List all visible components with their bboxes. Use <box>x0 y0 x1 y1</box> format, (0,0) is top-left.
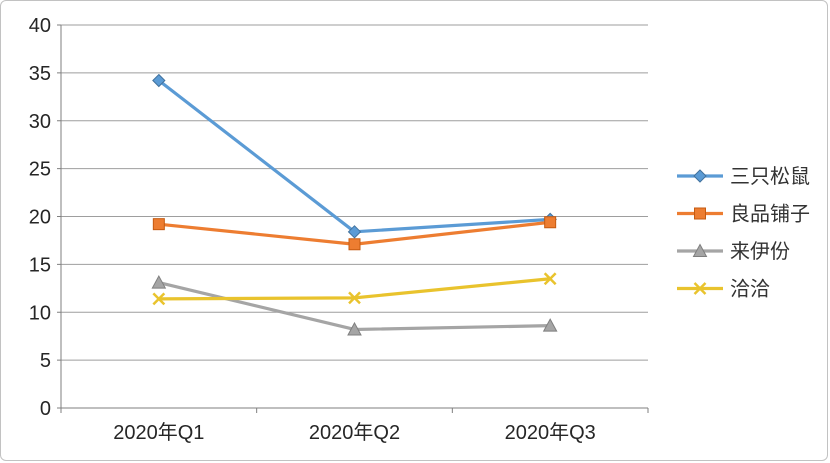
x-marker <box>543 272 557 286</box>
y-tick-label: 15 <box>29 254 51 276</box>
triangle-marker <box>347 321 362 336</box>
legend-label-2: 来伊份 <box>730 240 790 263</box>
diamond-marker <box>693 169 707 183</box>
square-marker <box>544 216 557 229</box>
legend-label-3: 洽洽 <box>730 278 770 301</box>
legend-label-1: 良品铺子 <box>730 203 810 226</box>
square-marker <box>694 207 706 220</box>
series-line-0 <box>157 78 552 234</box>
x-tick-label: 2020年Q2 <box>309 421 400 444</box>
y-tick-label: 35 <box>29 63 51 85</box>
x-marker <box>693 282 707 295</box>
diamond-marker <box>347 225 362 239</box>
y-tick-label: 5 <box>40 350 51 372</box>
square-marker <box>348 238 361 251</box>
x-marker <box>348 291 361 305</box>
x-tick-label: 2020年Q1 <box>113 421 204 444</box>
y-tick-label: 0 <box>40 398 51 420</box>
square-marker <box>152 218 165 231</box>
y-tick-label: 40 <box>29 15 51 37</box>
triangle-marker <box>542 318 558 332</box>
triangle-marker <box>151 275 167 289</box>
y-tick-label: 30 <box>29 111 51 133</box>
diamond-marker <box>152 73 166 88</box>
triangle-marker <box>692 243 708 257</box>
x-marker <box>152 292 166 306</box>
legend-label-0: 三只松鼠 <box>730 165 810 188</box>
y-tick-label: 10 <box>29 302 51 324</box>
x-tick-label: 2020年Q3 <box>505 421 596 444</box>
y-tick-label: 25 <box>29 159 51 181</box>
y-tick-label: 20 <box>29 207 51 229</box>
